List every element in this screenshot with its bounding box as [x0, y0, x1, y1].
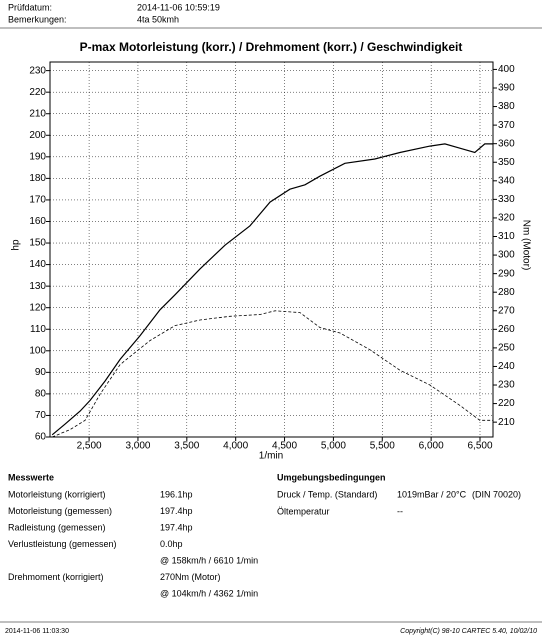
y2-tick-label: 270: [498, 305, 515, 316]
result-label: Verlustleistung (gemessen): [8, 539, 117, 549]
y2-tick-label: 280: [498, 287, 515, 298]
y2-tick-label: 230: [498, 380, 515, 391]
section-title: Umgebungsbedingungen: [277, 472, 386, 482]
ambient-value: 1019mBar / 20°C: [397, 489, 467, 499]
data-line: [52, 310, 493, 438]
y2-tick-label: 400: [498, 64, 515, 75]
x-axis-label: 1/min: [259, 451, 283, 462]
result-label: Motorleistung (korrigiert): [8, 489, 106, 499]
y2-tick-label: 260: [498, 324, 515, 335]
y-tick-label: 210: [29, 108, 46, 119]
result-label: Motorleistung (gemessen): [8, 506, 112, 516]
header-value: 4ta 50kmh: [137, 14, 179, 24]
y2-tick-label: 240: [498, 361, 515, 372]
y-tick-label: 220: [29, 87, 46, 98]
section-title: Messwerte: [8, 472, 54, 482]
y2-tick-label: 360: [498, 138, 515, 149]
result-value: @ 158km/h / 6610 1/min: [160, 555, 258, 565]
y2-tick-label: 220: [498, 398, 515, 409]
y-tick-label: 170: [29, 195, 46, 206]
x-tick-label: 6,000: [419, 441, 444, 452]
y-tick-label: 100: [29, 345, 46, 356]
y-tick-label: 80: [35, 389, 47, 400]
y-axis-label: hp: [11, 239, 22, 251]
x-tick-label: 2,500: [77, 441, 102, 452]
y2-tick-label: 390: [498, 83, 515, 94]
x-tick-label: 4,000: [223, 441, 248, 452]
data-line: [51, 143, 493, 436]
x-tick-label: 5,500: [370, 441, 395, 452]
y-tick-label: 180: [29, 173, 46, 184]
header-label: Prüfdatum:: [8, 2, 52, 12]
ambient-note: (DIN 70020): [472, 489, 521, 499]
y2-tick-label: 350: [498, 157, 515, 168]
y-tick-label: 150: [29, 238, 46, 249]
result-value: 0.0hp: [160, 539, 183, 549]
y-tick-label: 230: [29, 65, 46, 76]
result-value: 196.1hp: [160, 489, 193, 499]
x-tick-label: 3,000: [125, 441, 150, 452]
y2-tick-label: 210: [498, 417, 515, 428]
header-label: Bemerkungen:: [8, 14, 67, 24]
footer-timestamp: 2014-11-06 11:03:30: [5, 628, 69, 635]
ambient-label: Druck / Temp. (Standard): [277, 489, 377, 499]
result-value: 197.4hp: [160, 522, 193, 532]
result-value: 270Nm (Motor): [160, 572, 221, 582]
y-tick-label: 70: [35, 410, 47, 421]
y2-tick-label: 380: [498, 101, 515, 112]
result-value: @ 104km/h / 4362 1/min: [160, 588, 258, 598]
y2-axis-label: Nm (Motor): [520, 220, 531, 271]
y2-tick-label: 320: [498, 213, 515, 224]
y-tick-label: 90: [35, 367, 47, 378]
y-tick-label: 120: [29, 302, 46, 313]
x-tick-label: 6,500: [467, 441, 492, 452]
y-tick-label: 60: [35, 432, 47, 443]
chart-title: P-max Motorleistung (korr.) / Drehmoment…: [80, 40, 463, 54]
y-tick-label: 190: [29, 151, 46, 162]
footer-copyright: Copyright(C) 98-10 CARTEC 5.40, 10/02/10: [400, 628, 537, 635]
y-tick-label: 110: [30, 324, 46, 335]
y2-tick-label: 310: [498, 231, 515, 242]
y2-tick-label: 340: [498, 175, 515, 186]
x-tick-label: 5,000: [321, 441, 346, 452]
result-label: Radleistung (gemessen): [8, 522, 106, 532]
y-tick-label: 160: [29, 216, 46, 227]
header-value: 2014-11-06 10:59:19: [137, 2, 220, 12]
y-tick-label: 130: [29, 281, 46, 292]
x-tick-label: 4,500: [272, 441, 297, 452]
y-tick-label: 140: [29, 259, 46, 270]
plot-frame: [49, 61, 494, 438]
ambient-label: Öltemperatur: [277, 506, 330, 516]
y2-tick-label: 300: [498, 250, 515, 261]
y2-tick-label: 370: [498, 120, 515, 131]
result-label: Drehmoment (korrigiert): [8, 572, 104, 582]
result-value: 197.4hp: [160, 506, 193, 516]
y2-tick-label: 250: [498, 343, 515, 354]
y2-tick-label: 290: [498, 268, 515, 279]
ambient-value: --: [397, 506, 403, 516]
y-tick-label: 200: [29, 130, 46, 141]
y2-tick-label: 330: [498, 194, 515, 205]
x-tick-label: 3,500: [174, 441, 199, 452]
